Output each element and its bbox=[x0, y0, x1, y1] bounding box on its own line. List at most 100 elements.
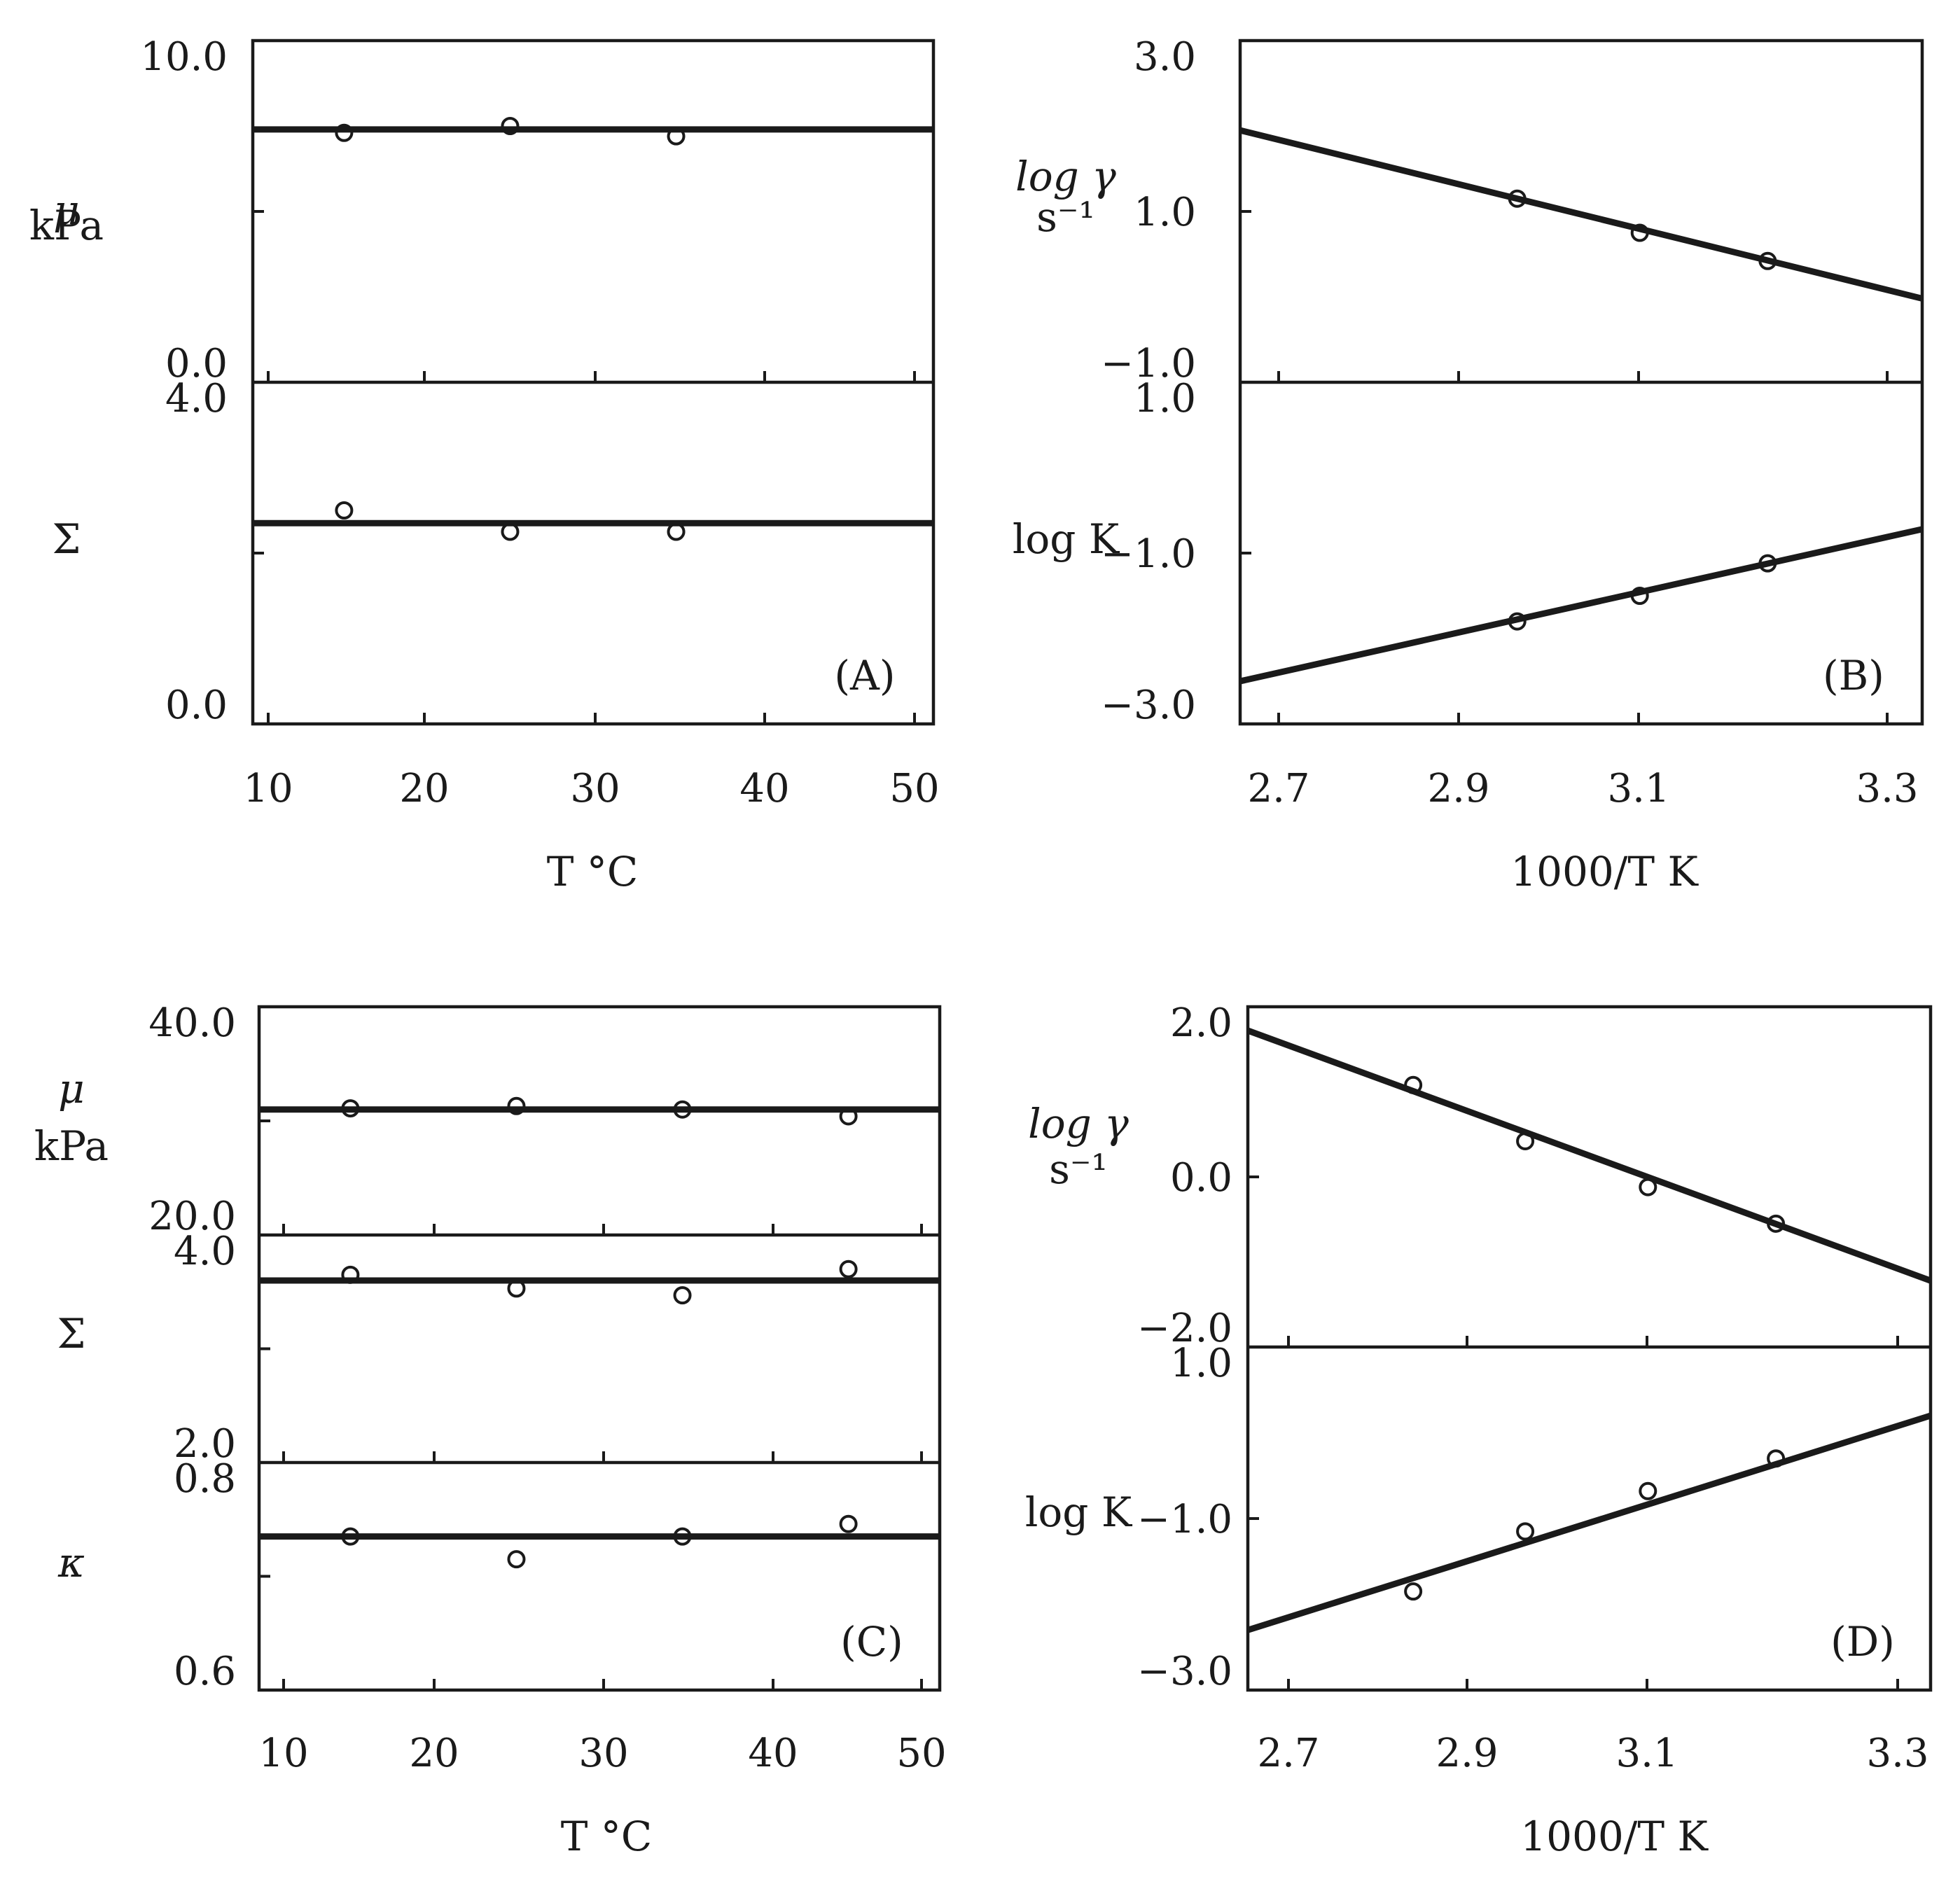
data-point bbox=[673, 1286, 692, 1305]
data-point bbox=[507, 1550, 526, 1569]
data-point bbox=[507, 1096, 526, 1115]
x-tick-label: 30 bbox=[570, 766, 620, 811]
y-tick-label: −1.0 bbox=[1101, 341, 1196, 386]
data-point bbox=[1630, 223, 1649, 242]
y-tick-label: 0.6 bbox=[174, 1649, 236, 1694]
data-point bbox=[341, 1265, 360, 1284]
y-axis-label: s⁻¹ bbox=[1049, 1145, 1108, 1193]
x-tick-label: 3.3 bbox=[1866, 1731, 1928, 1776]
data-point bbox=[501, 522, 520, 541]
y-tick-label: 20.0 bbox=[148, 1194, 236, 1239]
x-tick-label: 3.3 bbox=[1856, 766, 1918, 811]
y-tick-label: 2.0 bbox=[1170, 1000, 1232, 1046]
x-tick-label: 30 bbox=[578, 1731, 628, 1776]
x-tick-label: 50 bbox=[889, 766, 939, 811]
y-tick-label: 1.0 bbox=[1170, 1341, 1232, 1386]
x-axis-title: T °C bbox=[547, 848, 639, 895]
x-tick-label: 2.7 bbox=[1257, 1731, 1319, 1776]
y-tick-label: 0.8 bbox=[174, 1456, 236, 1502]
y-tick-label: 0.0 bbox=[1170, 1155, 1232, 1201]
panel-c-subplot-2: 4.0 2.0 Σ bbox=[57, 1229, 940, 1467]
x-tick-label: 20 bbox=[399, 766, 449, 811]
x-tick-label: 3.1 bbox=[1607, 766, 1669, 811]
y-tick-label: 4.0 bbox=[165, 376, 228, 421]
y-axis-label: Σ bbox=[52, 515, 81, 563]
data-point bbox=[839, 1514, 858, 1533]
panel-d-subplot-1: 2.0 0.0 −2.0 log γs⁻¹ bbox=[1028, 1000, 1932, 1351]
data-point bbox=[1516, 1131, 1535, 1150]
data-point bbox=[1630, 587, 1649, 605]
data-point bbox=[1639, 1178, 1657, 1196]
y-axis-label: μ bbox=[58, 1065, 85, 1112]
fit-line bbox=[1239, 526, 1923, 685]
y-tick-label: 1.0 bbox=[1134, 190, 1196, 235]
y-axis-label: log γ bbox=[1015, 153, 1116, 200]
data-point bbox=[839, 1260, 858, 1278]
panel-b-subplot-1: 3.0 1.0 −1.0 log γs⁻¹ bbox=[1015, 34, 1924, 386]
panel-tag: (C) bbox=[840, 1618, 903, 1666]
data-point bbox=[1639, 1481, 1657, 1500]
x-tick-label: 50 bbox=[896, 1731, 946, 1776]
panel-c: 40.0 20.0 μ kPa 4.0 2.0 Σ 0.8 0.6 κ 10 20 30 40 50 T °C… bbox=[34, 1000, 947, 1860]
data-point bbox=[1508, 189, 1527, 208]
y-tick-label: 40.0 bbox=[148, 1000, 236, 1046]
panel-tag: (A) bbox=[834, 652, 895, 699]
x-tick-label: 40 bbox=[739, 766, 789, 811]
data-point bbox=[673, 1100, 692, 1119]
data-point bbox=[1767, 1449, 1786, 1468]
panel-c-subplot-1: 40.0 20.0 μ kPa bbox=[34, 1000, 940, 1239]
data-point bbox=[501, 117, 520, 135]
x-tick-label: 2.7 bbox=[1247, 766, 1309, 811]
data-point bbox=[1767, 1214, 1786, 1233]
panel-b-subplot-2: 1.0 −1.0 −3.0 log K bbox=[1013, 376, 1923, 728]
y-tick-label: 2.0 bbox=[174, 1421, 236, 1467]
x-tick-label: 40 bbox=[748, 1731, 798, 1776]
x-tick-label: 3.1 bbox=[1615, 1731, 1678, 1776]
panel-tag: (D) bbox=[1830, 1618, 1895, 1666]
y-tick-label: −1.0 bbox=[1101, 531, 1196, 577]
data-point bbox=[839, 1107, 858, 1126]
x-axis-title: 1000/T K bbox=[1520, 1813, 1709, 1860]
panel-d: 2.0 0.0 −2.0 log γs⁻¹ 1.0 −1.0 −3.0 log K 2.7 2.9… bbox=[1025, 1000, 1933, 1860]
y-axis-label: s⁻¹ bbox=[1036, 193, 1095, 241]
y-tick-label: 3.0 bbox=[1134, 34, 1196, 80]
panel-a-subplot-2: 4.0 0.0 Σ bbox=[52, 376, 933, 728]
data-point bbox=[341, 1527, 360, 1546]
y-tick-label: 1.0 bbox=[1134, 376, 1196, 421]
x-tick-label: 2.9 bbox=[1427, 766, 1489, 811]
data-point bbox=[507, 1279, 526, 1298]
data-point bbox=[673, 1527, 692, 1546]
y-axis-label: kPa bbox=[29, 202, 104, 249]
y-tick-label: −3.0 bbox=[1101, 683, 1196, 728]
x-tick-label: 2.9 bbox=[1436, 1731, 1498, 1776]
x-tick-label: 10 bbox=[243, 766, 293, 811]
data-point bbox=[335, 501, 354, 519]
data-point bbox=[341, 1099, 360, 1118]
y-tick-label: −3.0 bbox=[1137, 1649, 1232, 1694]
data-point bbox=[1758, 251, 1777, 270]
x-tick-label: 20 bbox=[409, 1731, 459, 1776]
panel-d-subplot-2: 1.0 −1.0 −3.0 log K bbox=[1025, 1341, 1932, 1694]
data-point bbox=[667, 522, 686, 541]
y-axis-label: log K bbox=[1013, 515, 1120, 563]
fit-line bbox=[1246, 1027, 1932, 1284]
y-axis-label: kPa bbox=[34, 1122, 109, 1170]
panel-c-subplot-3: 0.8 0.6 κ bbox=[57, 1456, 940, 1694]
data-point bbox=[1758, 554, 1777, 573]
data-point bbox=[667, 127, 686, 146]
fit-line bbox=[1246, 1412, 1932, 1633]
y-tick-label: −1.0 bbox=[1137, 1497, 1232, 1542]
data-point bbox=[335, 123, 354, 142]
data-point bbox=[1516, 1522, 1535, 1541]
y-tick-label: 4.0 bbox=[174, 1229, 236, 1274]
y-axis-label: κ bbox=[57, 1539, 85, 1586]
y-axis-label: Σ bbox=[57, 1310, 85, 1358]
panel-tag: (B) bbox=[1823, 652, 1884, 699]
y-axis-label: log γ bbox=[1028, 1100, 1129, 1147]
x-axis-title: T °C bbox=[561, 1813, 653, 1860]
y-tick-label: 10.0 bbox=[140, 34, 228, 80]
